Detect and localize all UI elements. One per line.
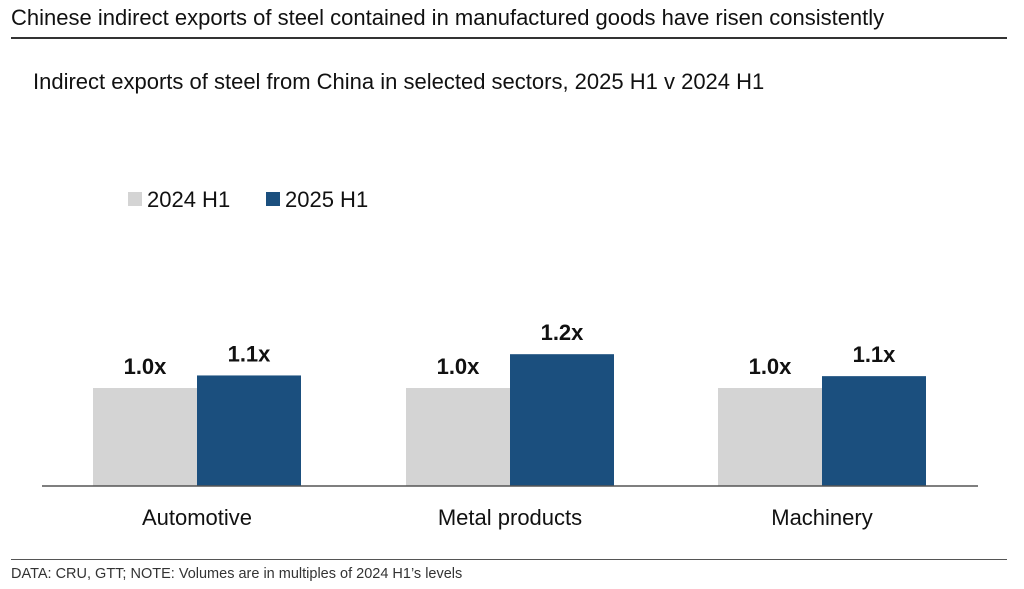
bar-metal-products-2024-h1 [406, 388, 510, 486]
legend: 2024 H1 2025 H1 [128, 187, 368, 212]
data-label: 1.1x [853, 342, 897, 367]
chart-title: Indirect exports of steel from China in … [33, 69, 765, 94]
category-label: Machinery [771, 505, 872, 530]
chart-headline: Chinese indirect exports of steel contai… [11, 5, 885, 30]
category-label: Automotive [142, 505, 252, 530]
data-label: 1.1x [228, 341, 272, 366]
bar-machinery-2024-h1 [718, 388, 822, 486]
data-label: 1.2x [541, 320, 585, 345]
legend-swatch [128, 192, 142, 206]
bar-machinery-2025-h1 [822, 376, 926, 486]
footer-divider [11, 559, 1007, 560]
source-note: DATA: CRU, GTT; NOTE: Volumes are in mul… [11, 566, 463, 582]
legend-label: 2024 H1 [147, 187, 230, 212]
bar-metal-products-2025-h1 [510, 354, 614, 486]
category-label: Metal products [438, 505, 582, 530]
legend-label: 2025 H1 [285, 187, 368, 212]
data-label: 1.0x [124, 354, 168, 379]
data-label: 1.0x [437, 354, 481, 379]
labels-layer: 1.0x 1.1x Automotive 1.0x 1.2x Metal products… [124, 320, 897, 530]
bars-layer [93, 354, 926, 486]
bar-automotive-2025-h1 [197, 375, 301, 486]
bar-automotive-2024-h1 [93, 388, 197, 486]
data-label: 1.0x [749, 354, 793, 379]
legend-swatch [266, 192, 280, 206]
headline-divider [11, 37, 1007, 39]
